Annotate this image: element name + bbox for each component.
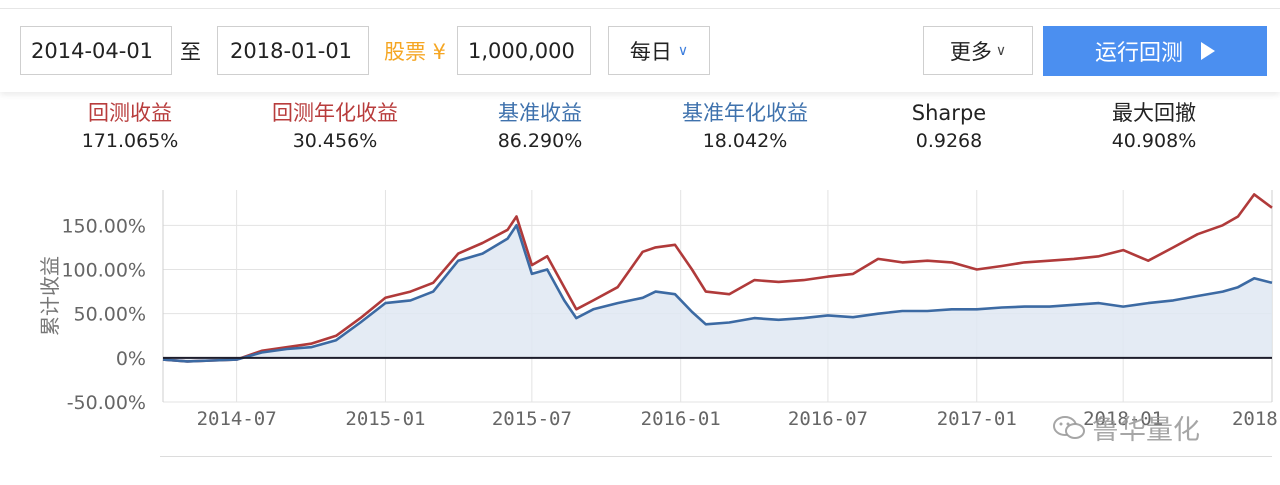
y-tick-label: 0%: [116, 348, 146, 370]
stat-value: 86.290%: [497, 130, 583, 152]
chevron-down-icon: ∨: [995, 42, 1007, 59]
benchmark-line: [162, 224, 1273, 363]
stat-value: 0.9268: [915, 130, 983, 152]
x-tick-label: 2015-01: [345, 408, 425, 430]
backtest-toolbar: 2014-04-01 至 2018-01-01 股票 ¥ 1,000,000 每…: [0, 0, 1280, 92]
stat-value: 18.042%: [702, 130, 788, 152]
more-label: 更多: [949, 39, 992, 64]
stat-max-drawdown: 最大回撤 40.908%: [1044, 100, 1264, 156]
x-tick-label: 2018-01: [1083, 408, 1163, 430]
run-backtest-button[interactable]: 运行回测: [1043, 26, 1267, 76]
frequency-select[interactable]: 每日 ∨: [608, 26, 710, 75]
end-date-input[interactable]: 2018-01-01: [217, 26, 369, 75]
cumulative-return-chart: 150.00% 100.00% 50.00% 0% -50.00% 2014-07 2015…: [38, 190, 1280, 430]
stat-label: 回测年化收益: [272, 101, 398, 125]
chart-bottom-divider: [160, 456, 1272, 457]
y-tick-label: -50.00%: [67, 392, 146, 414]
x-tick-label: 2017-01: [937, 408, 1017, 430]
more-options-button[interactable]: 更多 ∨: [923, 26, 1033, 75]
capital-label: 股票 ¥: [384, 40, 447, 64]
y-tick-label: 50.00%: [74, 304, 146, 326]
x-tick-label: 2016-07: [788, 408, 868, 430]
capital-input[interactable]: 1,000,000: [457, 26, 591, 75]
stat-backtest-return: 回测收益 171.065%: [20, 100, 240, 156]
stat-backtest-annual-return: 回测年化收益 30.456%: [225, 100, 445, 156]
benchmark-area: [163, 225, 1272, 362]
frequency-value: 每日: [629, 39, 672, 64]
stat-label: Sharpe: [911, 101, 987, 125]
watermark: 鲁华量化: [1052, 408, 1200, 447]
stat-benchmark-return: 基准收益 86.290%: [430, 100, 650, 156]
watermark-text: 鲁华量化: [1092, 415, 1200, 446]
x-tick-label: 2014-07: [197, 408, 277, 430]
stat-value: 40.908%: [1111, 130, 1197, 152]
date-range-separator: 至: [180, 40, 201, 64]
top-divider: [0, 8, 1280, 9]
x-tick-label: 2016-01: [641, 408, 721, 430]
stat-value: 171.065%: [81, 130, 179, 152]
stat-sharpe: Sharpe 0.9268: [839, 100, 1059, 156]
run-label: 运行回测: [1094, 41, 1183, 66]
stat-benchmark-annual-return: 基准年化收益 18.042%: [635, 100, 855, 156]
y-axis-title: 累计收益: [38, 256, 62, 336]
wechat-icon: [1053, 415, 1085, 439]
start-date-input[interactable]: 2014-04-01: [20, 26, 172, 75]
strategy-line: [162, 193, 1273, 363]
stat-value: 30.456%: [292, 130, 378, 152]
play-icon: [1201, 42, 1215, 60]
stat-label: 回测收益: [88, 101, 172, 125]
chevron-down-icon: ∨: [677, 42, 689, 59]
y-tick-label: 150.00%: [61, 215, 146, 237]
stat-label: 基准收益: [498, 101, 582, 125]
y-tick-label: 100.00%: [61, 260, 146, 282]
stat-label: 基准年化收益: [682, 101, 808, 125]
x-tick-label: 2015-07: [492, 408, 572, 430]
x-tick-label: 2018...: [1232, 408, 1280, 430]
stat-label: 最大回撤: [1112, 101, 1196, 125]
